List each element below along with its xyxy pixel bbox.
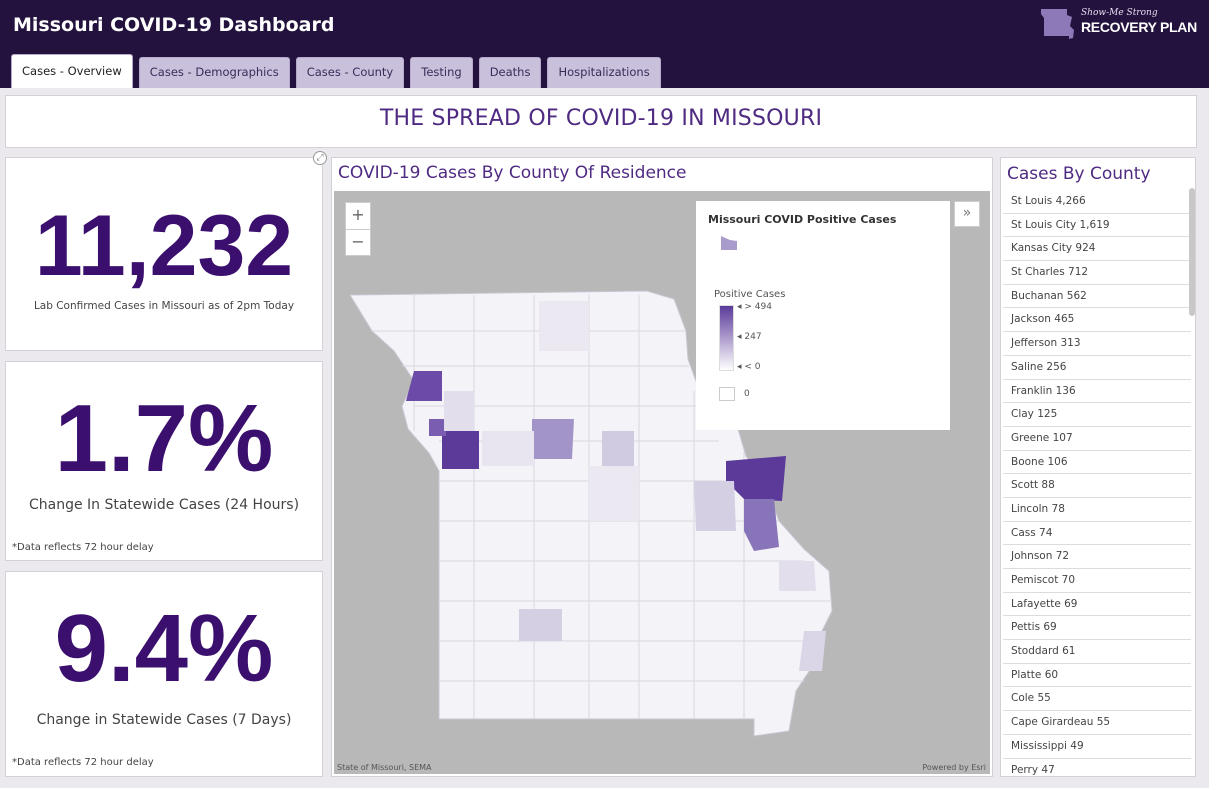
legend-tick-mid-label: 247	[744, 332, 762, 342]
esri-attribution[interactable]: Powered by Esri	[922, 763, 986, 772]
list-item[interactable]: Pettis 69	[1003, 616, 1191, 641]
map-attribution: State of Missouri, SEMA	[337, 763, 432, 772]
tab-cases-demographics[interactable]: Cases - Demographics	[138, 57, 290, 88]
list-item[interactable]: Cape Girardeau 55	[1003, 711, 1191, 735]
missouri-state-icon	[1041, 9, 1074, 39]
list-item[interactable]: Cass 74	[1003, 522, 1191, 546]
list-item[interactable]: Lafayette 69	[1003, 593, 1191, 617]
county-list-title: Cases By County	[1007, 164, 1151, 184]
total-cases-label: Lab Confirmed Cases in Missouri as of 2p…	[33, 300, 295, 312]
list-item[interactable]: St Louis City 1,619	[1003, 214, 1191, 238]
legend-color-ramp	[719, 305, 734, 371]
list-item[interactable]: Boone 106	[1003, 451, 1191, 475]
app-title: Missouri COVID-19 Dashboard	[13, 14, 335, 36]
list-item[interactable]: Greene 107	[1003, 427, 1191, 451]
tab-cases-overview[interactable]: Cases - Overview	[11, 54, 133, 88]
page-title: THE SPREAD OF COVID-19 IN MISSOURI	[379, 106, 823, 131]
map-legend: Missouri COVID Positive Cases Positive C…	[696, 201, 950, 430]
polygon-swatch-icon	[721, 236, 737, 250]
list-item[interactable]: Perry 47	[1003, 759, 1191, 777]
legend-tick-high-label: > 494	[744, 302, 772, 312]
list-item[interactable]: Jefferson 313	[1003, 332, 1191, 356]
weekly-change-panel: 9.4% Change in Statewide Cases (7 Days) …	[5, 571, 323, 777]
list-item[interactable]: Franklin 136	[1003, 380, 1191, 404]
daily-change-panel: 1.7% Change In Statewide Cases (24 Hours…	[5, 361, 323, 561]
daily-change-value: 1.7%	[54, 385, 274, 492]
map-panel: COVID-19 Cases By County Of Residence	[331, 157, 993, 777]
tab-hospitalizations[interactable]: Hospitalizations	[547, 57, 661, 88]
tab-cases-county[interactable]: Cases - County	[295, 57, 405, 88]
zoom-controls: + −	[345, 202, 371, 256]
legend-tick-high: ◂ > 494	[737, 302, 772, 312]
county-list-panel: Cases By County St Louis 4,266 St Louis …	[1000, 157, 1196, 777]
missouri-map[interactable]	[334, 191, 990, 774]
recovery-plan-logo: Show-Me Strong RECOVERY PLAN	[1039, 6, 1197, 44]
legend-collapse-button[interactable]: »	[954, 201, 980, 227]
list-item[interactable]: Johnson 72	[1003, 545, 1191, 569]
list-item[interactable]: Cole 55	[1003, 687, 1191, 712]
legend-tick-low-label: < 0	[744, 362, 761, 372]
list-item[interactable]: Mississippi 49	[1003, 735, 1191, 759]
legend-zero-label: 0	[744, 389, 750, 399]
county-list-scrollbar[interactable]	[1189, 188, 1195, 316]
total-cases-panel: 11,232 Lab Confirmed Cases in Missouri a…	[5, 157, 323, 351]
list-item[interactable]: Stoddard 61	[1003, 640, 1191, 664]
list-item[interactable]: Saline 256	[1003, 356, 1191, 380]
legend-title: Missouri COVID Positive Cases	[708, 213, 897, 226]
county-list[interactable]: St Louis 4,266 St Louis City 1,619 Kansa…	[1003, 190, 1191, 777]
county-map[interactable]: + − Missouri COVID Positive Cases Positi…	[334, 191, 990, 774]
list-item[interactable]: Buchanan 562	[1003, 285, 1191, 309]
weekly-change-label: Change in Statewide Cases (7 Days)	[36, 712, 292, 728]
weekly-change-note: *Data reflects 72 hour delay	[12, 757, 154, 768]
zoom-out-button[interactable]: −	[346, 229, 370, 255]
daily-change-note: *Data reflects 72 hour delay	[12, 542, 154, 553]
title-banner: THE SPREAD OF COVID-19 IN MISSOURI	[5, 95, 1197, 148]
header-bar: Missouri COVID-19 Dashboard Show-Me Stro…	[0, 0, 1209, 88]
legend-zero-swatch	[719, 387, 735, 401]
expand-icon[interactable]: ⤢	[313, 151, 327, 165]
list-item[interactable]: Clay 125	[1003, 403, 1191, 427]
map-title: COVID-19 Cases By County Of Residence	[338, 163, 687, 183]
legend-tick-low: ◂ < 0	[737, 362, 761, 372]
zoom-in-button[interactable]: +	[351, 205, 365, 224]
tab-testing[interactable]: Testing	[410, 57, 473, 88]
total-cases-value: 11,232	[34, 198, 294, 294]
tab-bar: Cases - Overview Cases - Demographics Ca…	[11, 54, 661, 88]
legend-tick-mid: ◂ 247	[737, 332, 762, 342]
list-item[interactable]: Lincoln 78	[1003, 498, 1191, 522]
logo-main-text: RECOVERY PLAN	[1081, 19, 1197, 35]
list-item[interactable]: Platte 60	[1003, 664, 1191, 688]
daily-change-label: Change In Statewide Cases (24 Hours)	[28, 497, 300, 513]
list-item[interactable]: Jackson 465	[1003, 308, 1191, 333]
weekly-change-value: 9.4%	[54, 595, 274, 702]
tab-deaths[interactable]: Deaths	[478, 57, 542, 88]
legend-subtitle: Positive Cases	[714, 289, 786, 300]
list-item[interactable]: Scott 88	[1003, 474, 1191, 498]
list-item[interactable]: Pemiscot 70	[1003, 569, 1191, 593]
list-item[interactable]: St Louis 4,266	[1003, 190, 1191, 214]
logo-script-text: Show-Me Strong	[1081, 8, 1158, 18]
list-item[interactable]: St Charles 712	[1003, 261, 1191, 285]
list-item[interactable]: Kansas City 924	[1003, 237, 1191, 262]
shaded-counties	[406, 301, 826, 671]
